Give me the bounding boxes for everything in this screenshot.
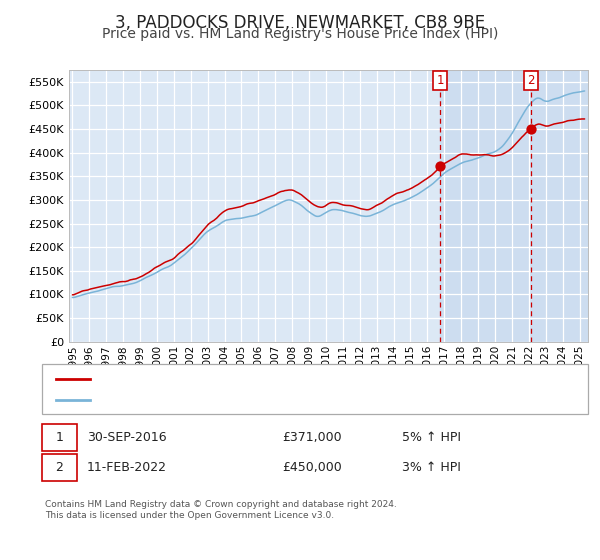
Text: 30-SEP-2016: 30-SEP-2016 [87, 431, 167, 445]
Point [526, 124, 536, 133]
Text: HPI: Average price, detached house, West Suffolk: HPI: Average price, detached house, West… [97, 395, 373, 405]
Text: £450,000: £450,000 [282, 461, 342, 474]
Text: 2: 2 [527, 74, 535, 87]
Point [435, 162, 445, 171]
Text: 2: 2 [55, 461, 64, 474]
Text: £371,000: £371,000 [282, 431, 341, 445]
Text: 1: 1 [436, 74, 444, 87]
Text: 3% ↑ HPI: 3% ↑ HPI [402, 461, 461, 474]
Text: 1: 1 [55, 431, 64, 445]
Text: 11-FEB-2022: 11-FEB-2022 [87, 461, 167, 474]
Text: 3, PADDOCKS DRIVE, NEWMARKET, CB8 9BE: 3, PADDOCKS DRIVE, NEWMARKET, CB8 9BE [115, 14, 485, 32]
Text: Contains HM Land Registry data © Crown copyright and database right 2024.
This d: Contains HM Land Registry data © Crown c… [45, 500, 397, 520]
Text: Price paid vs. HM Land Registry's House Price Index (HPI): Price paid vs. HM Land Registry's House … [102, 27, 498, 41]
Text: 3, PADDOCKS DRIVE, NEWMARKET, CB8 9BE (detached house): 3, PADDOCKS DRIVE, NEWMARKET, CB8 9BE (d… [97, 374, 446, 384]
Bar [440, 70, 588, 342]
Text: 5% ↑ HPI: 5% ↑ HPI [402, 431, 461, 445]
